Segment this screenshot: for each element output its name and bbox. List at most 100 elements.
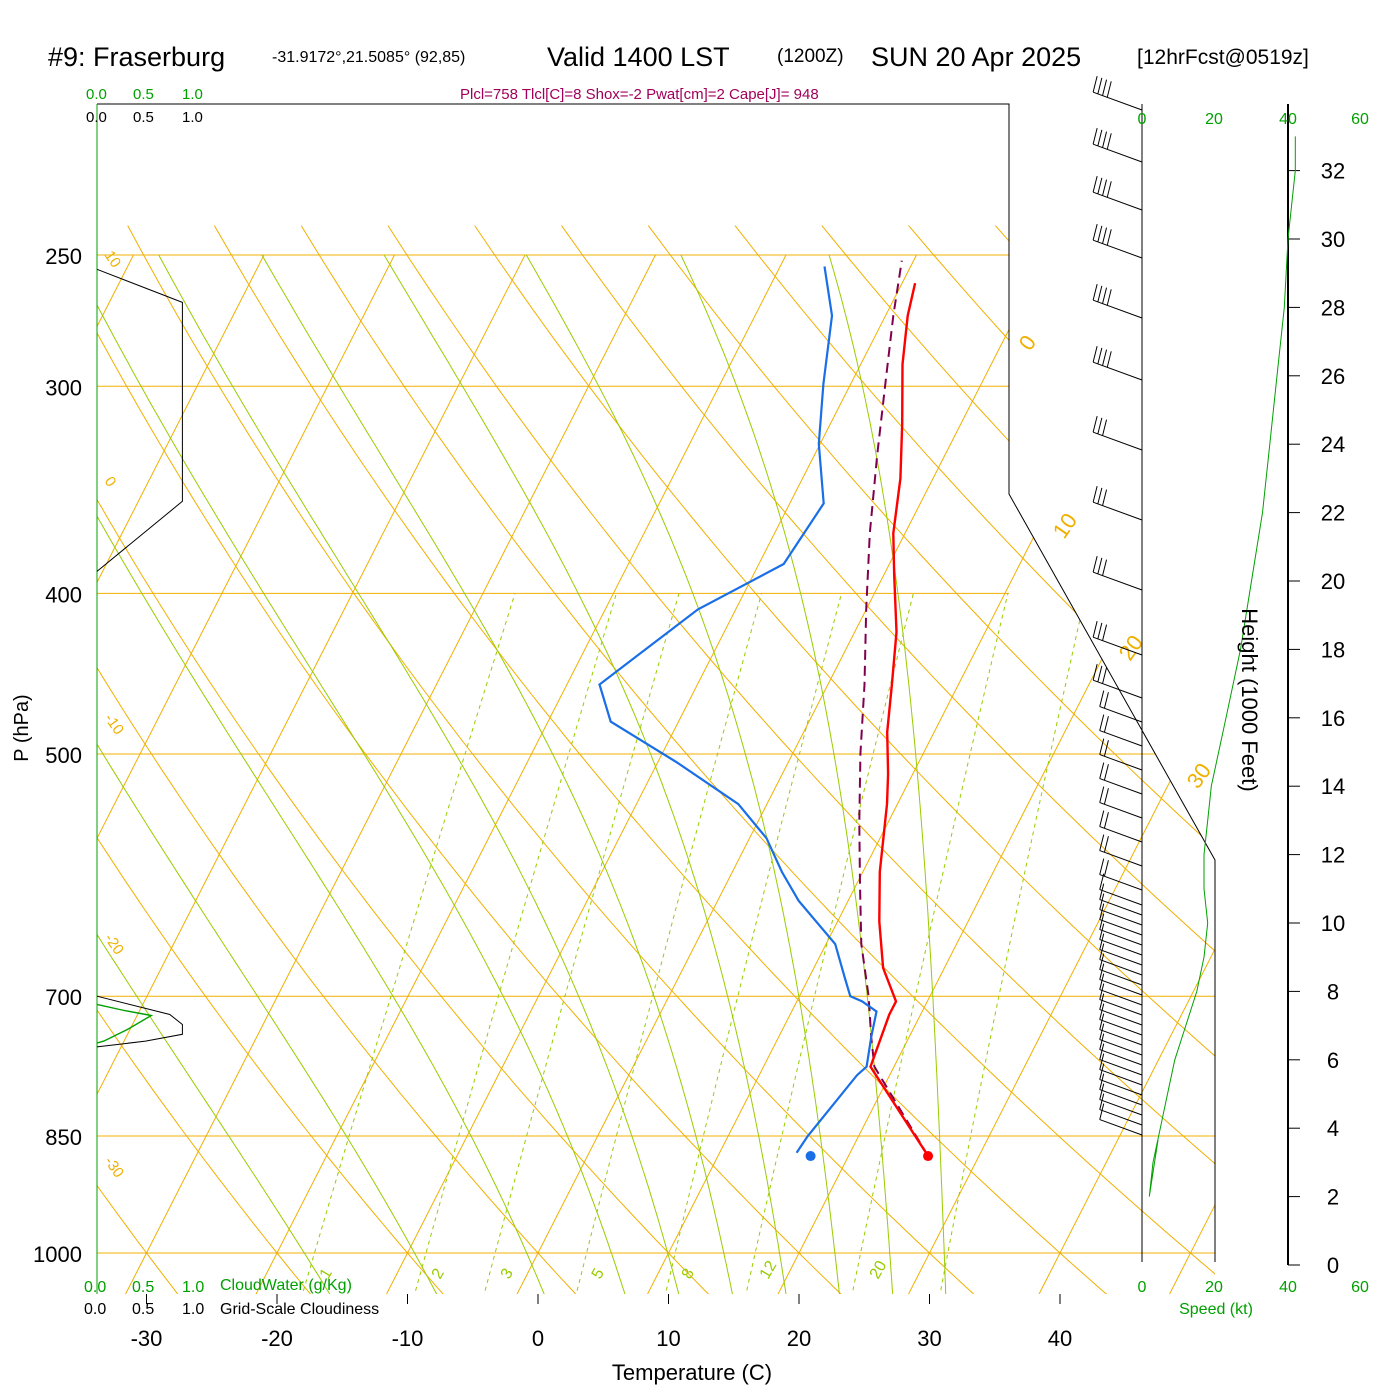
wind-barb-flag: [1106, 229, 1112, 246]
mixing-ratio-line: [406, 593, 617, 1294]
wind-barb-flag: [1103, 812, 1109, 829]
mixing-ratio-line: [658, 593, 842, 1294]
height-tick-label: 26: [1321, 364, 1345, 389]
forecast-date: SUN 20 Apr 2025: [871, 42, 1081, 72]
wind-barb-flag: [1099, 858, 1105, 875]
wind-barb-flag: [1099, 1003, 1105, 1020]
isotherm-line: [97, 254, 526, 1294]
x-tick-label: 30: [917, 1326, 941, 1351]
wind-barb-staff: [1099, 1109, 1143, 1126]
mixing-ratio-line: [739, 593, 914, 1294]
height-tick-label: 0: [1327, 1253, 1339, 1278]
wind-barb-flag: [1103, 788, 1109, 805]
wind-barb-staff: [1099, 959, 1143, 976]
height-axis-title: Height (1000 Feet): [1237, 608, 1262, 791]
x-tick-label: 20: [787, 1326, 811, 1351]
isotherm-line: [894, 254, 1215, 1294]
speed-bottom-20: 20: [1205, 1279, 1223, 1296]
wind-barb-staff: [1092, 191, 1143, 211]
wind-barb-staff: [1099, 979, 1143, 996]
cloudwater-scale-bottom-0: 0.0: [84, 1279, 106, 1296]
isotherm-line: [97, 254, 395, 1294]
plot-frame: [96, 103, 1216, 1294]
isotherm-label: -30: [101, 1154, 127, 1182]
isotherm-label: 20: [1114, 630, 1149, 664]
wind-barb-flag: [1099, 953, 1105, 970]
speed-top-0: 0: [1138, 111, 1147, 128]
wind-barb-flag: [1097, 77, 1103, 95]
moist-adiabat-line: [828, 254, 948, 1294]
isotherm-line: [763, 254, 1215, 1294]
wind-barb-flag: [1099, 1103, 1105, 1120]
surface-dewpoint-dot: [805, 1151, 816, 1162]
wind-barb-flag: [1092, 76, 1098, 93]
wind-barb-flag: [1102, 287, 1108, 304]
wind-barb-staff: [1099, 778, 1143, 795]
height-tick-label: 24: [1321, 432, 1345, 457]
wind-barb-staff: [1099, 1079, 1143, 1096]
moist-adiabat-line: [680, 254, 895, 1294]
wind-barb-flag: [1099, 1023, 1105, 1040]
isotherm-line: [97, 254, 265, 1294]
cloudiness-scale-top-2: 1.0: [182, 109, 203, 126]
wind-barb-flag: [1103, 692, 1109, 709]
wind-barb-flag: [1102, 419, 1108, 436]
moist-adiabat-line: [97, 254, 452, 1294]
sounding-series: [598, 260, 934, 1162]
wind-barb-flag: [1102, 179, 1108, 196]
mixing-ratio-line: [846, 593, 1009, 1294]
dry-adiabat-line: [97, 225, 871, 1294]
wind-barb-staff: [1099, 730, 1143, 747]
isotherm-line: [111, 254, 656, 1294]
wind-barb-staff: [1099, 909, 1143, 926]
mixing-ratio-label: 2: [429, 1266, 448, 1282]
wind-barb-flag: [1099, 883, 1105, 900]
valid-time: Valid 1400 LST: [547, 42, 730, 72]
moist-adiabat-line: [525, 254, 843, 1294]
wind-barb-flag: [1106, 351, 1112, 368]
dewpoint-line: [598, 266, 878, 1154]
dry-adiabat-line: [127, 225, 1005, 1294]
speed-top-20: 20: [1205, 111, 1223, 128]
isotherm-label: 10: [101, 248, 124, 271]
pressure-tick-label: 850: [45, 1125, 82, 1150]
wind-barb-staff: [1099, 1009, 1143, 1026]
frame-border: [97, 103, 1216, 1253]
zulu-time: (1200Z): [777, 46, 844, 67]
wind-barb-staff: [1092, 501, 1143, 521]
wind-barb-staff: [1092, 431, 1143, 451]
cloudiness-scale-bottom-1: 0.5: [132, 1301, 154, 1318]
speed-axis-label: Speed (kt): [1179, 1301, 1253, 1318]
cloud-profile: [96, 268, 183, 1048]
wind-barb-flag: [1102, 489, 1108, 506]
cloudiness-lower: [96, 995, 183, 1048]
dry-adiabat-line: [387, 225, 1215, 1294]
cloudiness-scale-top-0: 0.0: [86, 109, 107, 126]
temperature-line: [869, 282, 930, 1157]
parcel-parameters: Plcl=758 Tlcl[C]=8 Shox=-2 Pwat[cm]=2 Ca…: [460, 86, 819, 103]
wind-barb-flag: [1099, 762, 1105, 779]
wind-barb-flag: [1097, 487, 1103, 505]
wind-barb-staff: [1092, 571, 1143, 591]
wind-barb-staff: [1099, 826, 1143, 843]
x-tick-label: -10: [392, 1326, 424, 1351]
wind-barb-staff: [1099, 874, 1143, 891]
wind-barb-flag: [1097, 557, 1103, 575]
wind-barb-staff: [1099, 1119, 1143, 1136]
wind-barb-flag: [1097, 622, 1103, 640]
dry-adiabat-line: [561, 225, 1215, 1294]
wind-barb-flag: [1102, 624, 1108, 641]
dry-adiabat-line: [300, 225, 1215, 1294]
height-tick-label: 4: [1327, 1116, 1339, 1141]
dry-adiabat-line: [97, 225, 200, 1294]
speed-top-40: 40: [1279, 111, 1297, 128]
wind-barb-staff: [1099, 1069, 1143, 1086]
wind-barb-staff: [1092, 143, 1143, 163]
wind-barb-staff: [1099, 969, 1143, 986]
wind-barb-flag: [1099, 943, 1105, 960]
dry-adiabat-line: [97, 225, 736, 1294]
moist-adiabat-line: [97, 254, 634, 1294]
wind-barb-flag: [1102, 349, 1108, 366]
wind-barb-flag: [1097, 129, 1103, 147]
x-tick-label: 40: [1048, 1326, 1072, 1351]
